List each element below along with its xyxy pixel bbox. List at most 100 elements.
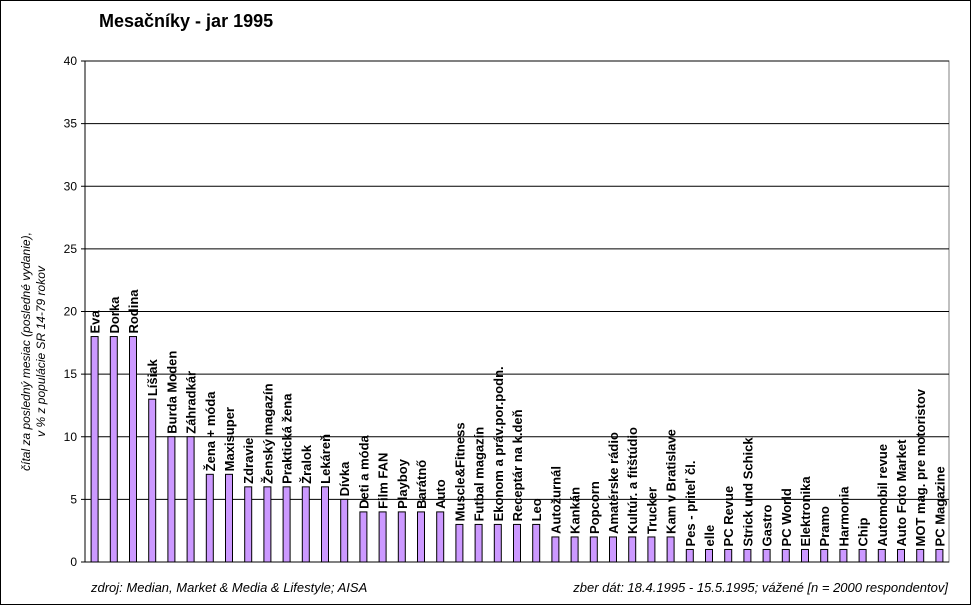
bar-label: Praktická žena xyxy=(280,393,295,484)
bar xyxy=(705,548,713,563)
bar-label: PC World xyxy=(779,488,794,546)
chart-title: Mesačníky - jar 1995 xyxy=(99,11,273,31)
bar xyxy=(417,511,425,563)
bar xyxy=(743,548,752,563)
bar-label: Gastro xyxy=(760,505,775,547)
bar-label: Trucker xyxy=(644,487,659,534)
bar-label: Playboy xyxy=(395,458,410,509)
bar xyxy=(359,511,368,563)
bar xyxy=(167,436,176,563)
bar xyxy=(532,523,541,563)
bar-label: Popcorn xyxy=(587,481,602,534)
bar-label: Dívka xyxy=(337,461,352,496)
bar xyxy=(436,511,445,563)
bar-label: Pes - priteľ čl. xyxy=(683,461,698,547)
bar xyxy=(263,486,272,563)
bars xyxy=(90,336,944,563)
bar-label: Amatérske rádio xyxy=(606,432,621,534)
bar-label: Chip xyxy=(856,518,871,547)
bar xyxy=(801,548,809,563)
y-tick-label: 5 xyxy=(70,492,77,506)
bar xyxy=(205,473,214,563)
bar xyxy=(762,548,771,563)
y-axis-ticks: 0 5 10 15 20 25 30 35 40 xyxy=(64,54,86,569)
bar-label: Kam v Bratislave xyxy=(664,429,679,534)
bar-label: Deti a móda xyxy=(356,434,371,508)
bar xyxy=(820,548,829,563)
bar-label: Žralok xyxy=(299,444,314,484)
bar xyxy=(129,336,137,563)
bar-label: Auto Foto Market xyxy=(894,439,909,547)
bar xyxy=(513,523,521,563)
bar-label: Ženský magazín xyxy=(260,383,275,483)
bar xyxy=(148,398,157,563)
bar xyxy=(282,486,291,563)
bar xyxy=(397,511,406,563)
bar-label: Maxisuper xyxy=(222,407,237,471)
bar xyxy=(225,473,233,563)
bar-label: Kultúr. a fitštúdio xyxy=(625,427,640,534)
bar-label: Strick und Schick xyxy=(740,437,755,547)
bar xyxy=(877,548,886,563)
bar-label: Harmonia xyxy=(836,486,851,547)
collection-note: zber dát: 18.4.1995 - 15.5.1995; vážené … xyxy=(572,580,948,595)
bar xyxy=(839,548,848,563)
bar-label: Receptár na k.deň xyxy=(510,409,525,521)
bar xyxy=(647,536,656,563)
bar-label: Film FAN xyxy=(376,453,391,509)
bar xyxy=(378,511,387,563)
y-tick-label: 25 xyxy=(64,242,78,256)
y-axis-label-line2: v % z populácie SR 14-79 rokov xyxy=(34,265,48,437)
bar xyxy=(589,536,598,563)
bar-label: Muscle&Fitness xyxy=(452,422,467,521)
y-tick-label: 15 xyxy=(64,367,78,381)
bar xyxy=(474,523,483,563)
y-axis-label: čítal za posledný mesiac (posledné vydan… xyxy=(19,232,48,471)
bar xyxy=(609,536,617,563)
bar xyxy=(628,536,637,563)
bar-label: Auto xyxy=(433,479,448,509)
y-tick-label: 0 xyxy=(70,555,77,569)
bar-label: Kankán xyxy=(568,487,583,534)
bar-label: Dorka xyxy=(107,296,122,334)
bar-label: Leo xyxy=(529,498,544,521)
y-axis-label-line1: čítal za posledný mesiac (posledné vydan… xyxy=(19,232,33,471)
bar-label: Futbal magazín xyxy=(472,427,487,522)
bar xyxy=(551,536,560,563)
bar xyxy=(340,498,349,563)
y-tick-label: 40 xyxy=(64,54,78,68)
bar xyxy=(455,523,464,563)
bar-label: Elektronika xyxy=(798,476,813,547)
bar-label: Žena + móda xyxy=(203,391,218,472)
bar-label: Záhradkár xyxy=(184,371,199,434)
bar-label: Ekonom a práv.por.podn. xyxy=(491,366,506,521)
bar xyxy=(301,486,310,563)
bar xyxy=(321,486,329,563)
bar-label: PC Magazine xyxy=(932,466,947,546)
bar xyxy=(897,548,905,563)
y-tick-label: 20 xyxy=(64,305,78,319)
bar xyxy=(781,548,790,563)
bar-label: Barátnő xyxy=(414,460,429,509)
bar xyxy=(244,486,253,563)
bar xyxy=(666,536,675,563)
bar xyxy=(90,336,99,563)
bar-label: Automobil revue xyxy=(875,444,890,547)
y-tick-label: 35 xyxy=(64,117,78,131)
bar-label: Eva xyxy=(88,310,103,334)
bar xyxy=(685,548,694,563)
y-tick-label: 10 xyxy=(64,430,78,444)
bar-label: MOT mag. pre motoristov xyxy=(913,388,928,546)
bar-label: Rodina xyxy=(126,289,141,334)
bar xyxy=(493,523,502,563)
bar-label: Líšiak xyxy=(145,359,160,397)
bar-label: elle xyxy=(702,525,717,547)
bar-label: Lekáreň xyxy=(318,434,333,484)
bar-label: PC Revue xyxy=(721,486,736,547)
bar xyxy=(109,336,118,563)
bar xyxy=(570,536,579,563)
bar-label: Zdravie xyxy=(241,438,256,484)
bar-label: Burda Moden xyxy=(164,351,179,434)
bar xyxy=(858,548,867,563)
